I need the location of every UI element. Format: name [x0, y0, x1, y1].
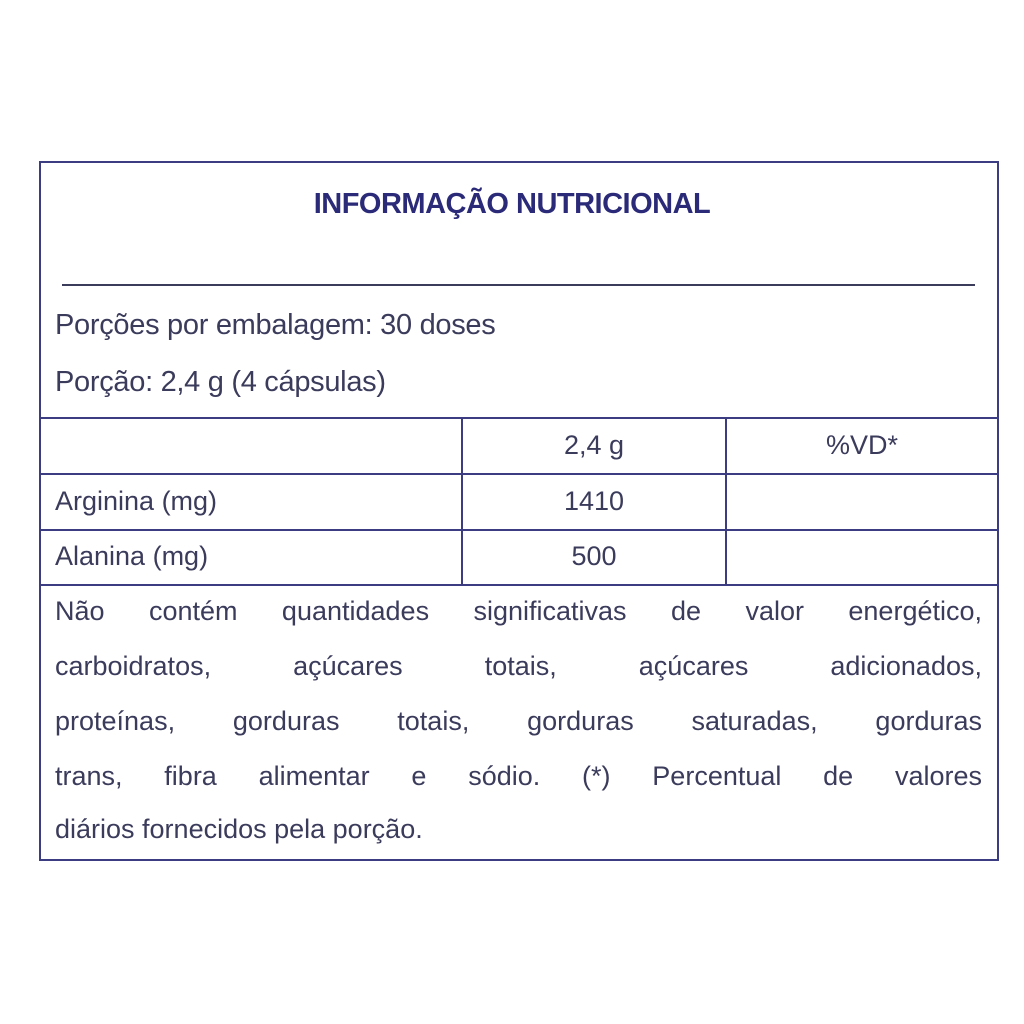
- header-daily-value: %VD*: [825, 430, 899, 460]
- footnote-line: diários fornecidos pela porção.: [55, 814, 423, 844]
- column-divider: [461, 418, 463, 586]
- table-divider: [39, 473, 997, 475]
- footnote-line: proteínas, gorduras totais, gorduras sat…: [55, 706, 982, 736]
- header-amount: 2,4 g: [563, 430, 625, 460]
- row-arginina-amount: 1410: [563, 486, 625, 516]
- nutrition-label-frame: [39, 161, 999, 861]
- table-divider: [39, 584, 997, 586]
- row-arginina-name: Arginina (mg): [55, 486, 218, 516]
- row-alanina-amount: 500: [571, 541, 617, 571]
- title-underline: [62, 284, 975, 286]
- footnote-line: Não contém quantidades significativas de…: [55, 596, 982, 626]
- table-divider: [39, 417, 997, 419]
- footnote-line: trans, fibra alimentar e sódio. (*) Perc…: [55, 761, 982, 791]
- servings-per-package: Porções por embalagem: 30 doses: [55, 309, 496, 341]
- footnote-line: carboidratos, açúcares totais, açúcares …: [55, 651, 982, 681]
- column-divider: [725, 418, 727, 586]
- serving-size: Porção: 2,4 g (4 cápsulas): [55, 366, 386, 398]
- label-title: INFORMAÇÃO NUTRICIONAL: [313, 188, 711, 220]
- row-alanina-name: Alanina (mg): [55, 541, 209, 571]
- table-divider: [39, 529, 997, 531]
